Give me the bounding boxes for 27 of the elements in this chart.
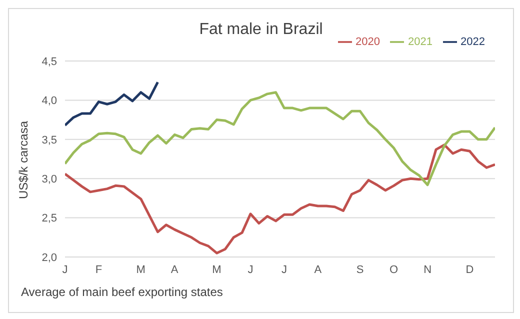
x-tick-label: N: [424, 264, 432, 276]
x-tick-label: O: [390, 264, 399, 276]
x-tick-label: J: [248, 264, 254, 276]
y-axis-title: US$/k carcasa: [16, 120, 30, 199]
x-tick-label: J: [281, 264, 287, 276]
x-tick-label: S: [356, 264, 364, 276]
chart-title: Fat male in Brazil: [199, 21, 323, 38]
y-tick-label: 2,0: [42, 252, 57, 264]
line-series: [65, 91, 495, 186]
y-tick-label: 4,0: [42, 95, 57, 108]
y-tick-label: 3,0: [42, 174, 57, 186]
legend-label: 2022: [460, 36, 485, 48]
legend-label: 2020: [356, 36, 380, 48]
y-tick-label: 3,5: [42, 134, 57, 146]
x-tick-label: F: [95, 264, 102, 276]
y-tick-label: 4,5: [42, 56, 57, 68]
x-tick-label: A: [170, 264, 179, 276]
y-tick-label: 2,5: [42, 212, 57, 225]
x-tick-label: D: [466, 264, 474, 276]
x-tick-label: J: [62, 264, 68, 276]
line-series: [65, 144, 495, 254]
line-series: [65, 80, 159, 127]
x-tick-label: A: [314, 264, 322, 276]
legend-label: 2021: [408, 36, 433, 48]
text: Average of main beef exporting states: [21, 285, 223, 299]
x-tick-label: M: [212, 264, 222, 276]
x-tick-label: M: [136, 264, 146, 276]
